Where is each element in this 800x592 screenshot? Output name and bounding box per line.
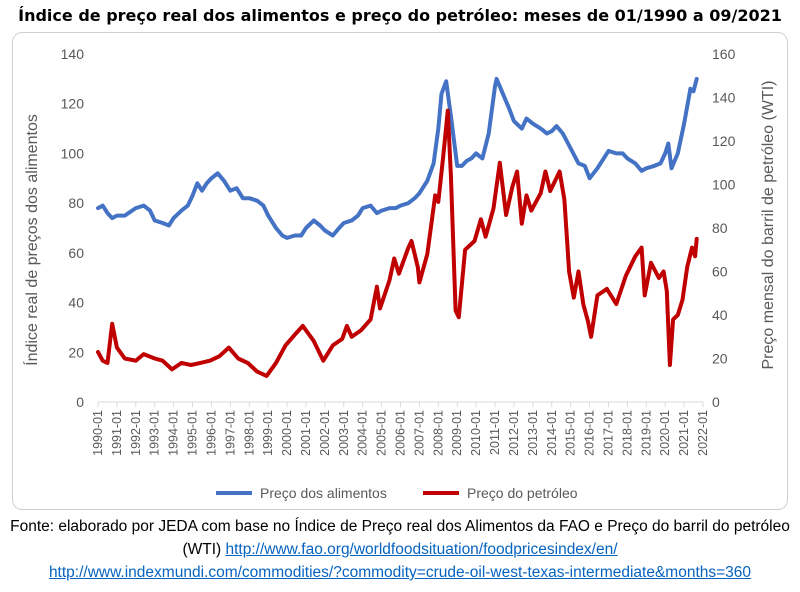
right-tick-label: 100 [712,177,736,193]
right-tick-label: 120 [712,133,736,149]
right-tick-label: 80 [712,220,728,236]
left-axis-title: Índice real de preços dos alimentos [22,114,41,366]
x-tick-label: 2003-01 [337,410,351,456]
x-tick-label: 2015-01 [564,410,578,456]
x-tick-label: 2010-01 [469,410,483,456]
x-tick-label: 2016-01 [583,410,597,456]
right-axis-ticks: 0 20 40 60 80 100 120 140 160 [712,46,736,410]
series-layer [96,76,699,378]
x-tick-label: 1990-01 [91,410,105,456]
right-tick-label: 0 [712,394,720,410]
x-tick-label: 2014-01 [545,410,559,456]
x-tick-label: 2018-01 [620,410,634,456]
left-tick-label: 60 [68,245,84,261]
left-tick-label: 120 [61,96,85,112]
x-tick-label: 1996-01 [204,410,218,456]
x-tick-label: 2001-01 [299,410,313,456]
x-tick-label: 2007-01 [412,410,426,456]
left-tick-label: 140 [61,46,85,62]
x-tick-label: 2012-01 [507,410,521,456]
right-tick-label: 40 [712,307,728,323]
x-tick-label: 2004-01 [356,410,370,456]
legend-label: Preço dos alimentos [260,485,387,501]
x-tick-label: 2002-01 [318,410,332,456]
x-tick-label: 1999-01 [261,410,275,456]
x-tick-label: 2013-01 [526,410,540,456]
series-line-oil-price [96,108,699,378]
right-tick-label: 20 [712,351,728,367]
source-note: Fonte: elaborado por JEDA com base no Ín… [0,515,800,584]
legend: Preço dos alimentos Preço do petróleo [216,485,578,501]
x-tick-label: 1997-01 [223,410,237,456]
source-text: Fonte: elaborado por JEDA com base no Ín… [10,518,790,558]
left-tick-label: 20 [68,344,84,360]
line-chart: 0 20 40 60 80 100 120 140 0 20 40 60 80 100 120 140 160… [22,46,777,501]
x-tick-label: 1992-01 [129,410,143,456]
left-tick-label: 40 [68,295,84,311]
x-tick-label: 1998-01 [242,410,256,456]
x-tick-label: 2011-01 [488,410,502,455]
left-tick-label: 80 [68,195,84,211]
left-tick-label: 0 [76,394,84,410]
right-tick-label: 160 [712,46,736,62]
x-tick-label: 1994-01 [167,410,181,456]
x-tick-label: 2020-01 [658,410,672,456]
x-tick-label: 1995-01 [186,410,200,456]
right-axis-title: Preço mensal do barril de petróleo (WTI) [760,81,777,370]
x-tick-label: 2017-01 [601,410,615,456]
x-tick-label: 2021-01 [677,410,691,456]
x-tick-label: 2009-01 [450,410,464,456]
x-tick-label: 2019-01 [639,410,653,456]
x-axis-ticks: 1990-01 1991-01 1992-01 1993-01 1994-01 1995-… [91,402,710,456]
left-tick-label: 100 [61,145,85,161]
x-tick-label: 2006-01 [394,410,408,456]
x-tick-label: 1993-01 [148,410,162,456]
x-tick-label: 2008-01 [431,410,445,456]
x-tick-label: 1991-01 [110,410,124,456]
right-tick-label: 60 [712,264,728,280]
series-line-food-price [96,76,699,240]
source-link-indexmundi[interactable]: http://www.indexmundi.com/commodities/?c… [48,564,752,581]
legend-label: Preço do petróleo [467,485,578,501]
x-tick-label: 2022-01 [696,410,710,456]
x-tick-label: 2005-01 [375,410,389,456]
right-tick-label: 140 [712,90,736,106]
source-link-fao[interactable]: http://www.fao.org/worldfoodsituation/fo… [225,541,618,558]
x-tick-label: 2000-01 [280,410,294,456]
chart-title: Índice de preço real dos alimentos e pre… [18,6,782,25]
left-axis-ticks: 0 20 40 60 80 100 120 140 [61,46,85,410]
